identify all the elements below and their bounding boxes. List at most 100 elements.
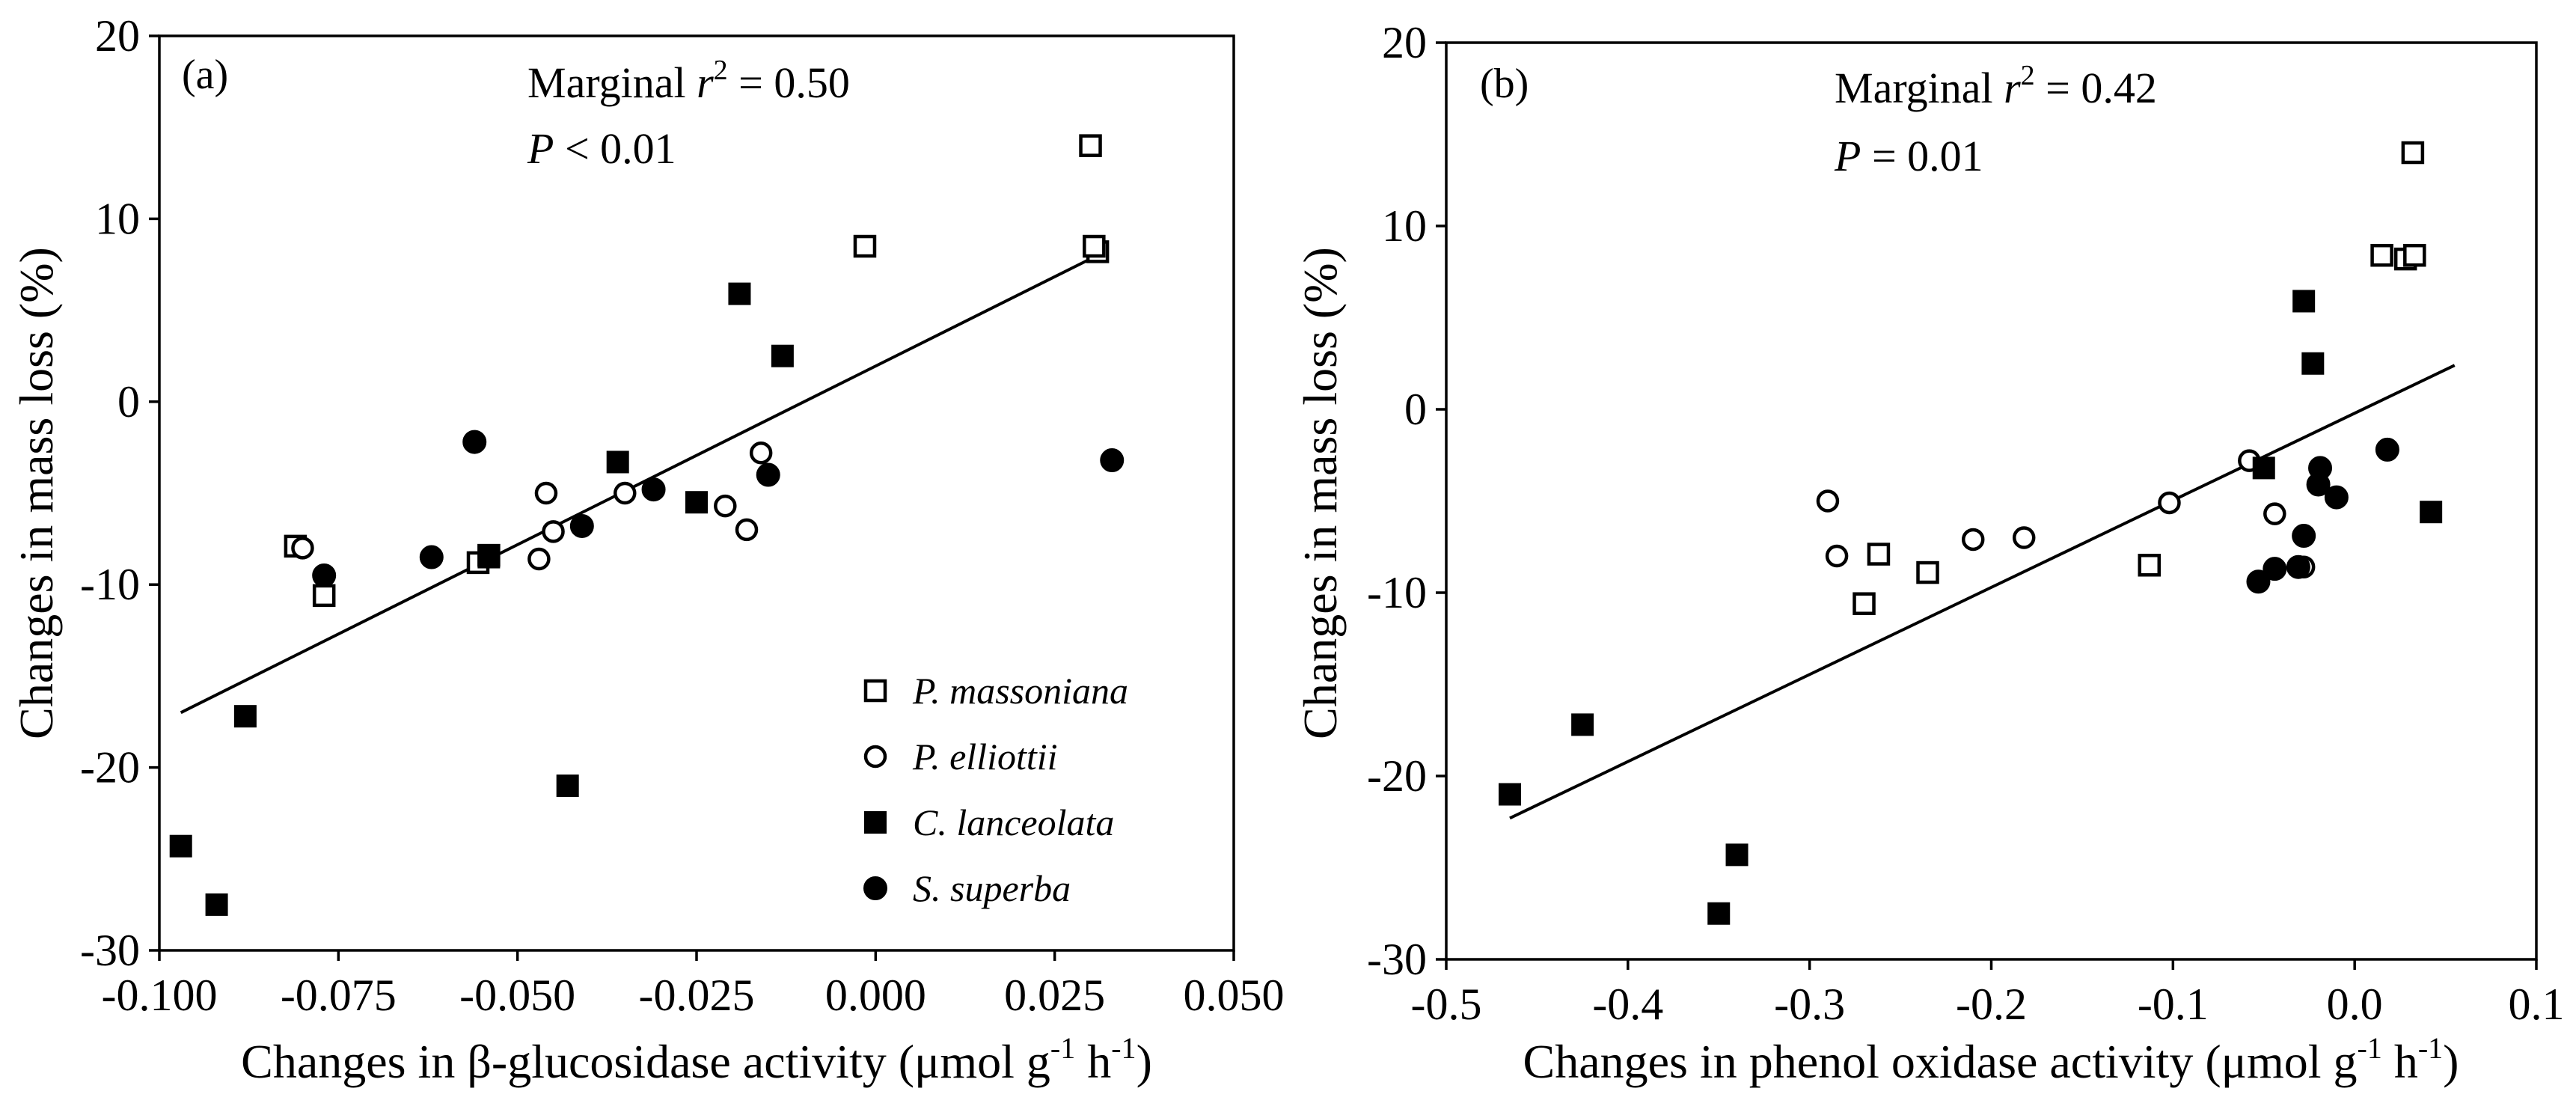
data-point	[169, 834, 192, 858]
data-point	[312, 563, 337, 587]
data-point	[1853, 592, 1876, 615]
data-point	[205, 893, 228, 916]
data-point	[569, 513, 594, 538]
data-point	[714, 494, 737, 518]
data-point	[1725, 843, 1749, 867]
y-tick-label: -20	[80, 743, 140, 792]
series-p-elliottii	[291, 441, 773, 571]
data-point	[1816, 489, 1840, 513]
data-point	[2292, 290, 2316, 313]
data-point	[2246, 569, 2271, 594]
marginal-r2-annotation: Marginal r2 = 0.42	[1835, 60, 2157, 112]
data-point	[2292, 524, 2316, 549]
y-tick-label: 10	[1382, 201, 1427, 251]
data-point	[2306, 472, 2331, 497]
data-point	[2263, 502, 2286, 525]
x-tick-label: 0.025	[1004, 971, 1105, 1020]
legend-label: P. massoniana	[912, 670, 1128, 712]
x-tick-label: 0.050	[1184, 971, 1285, 1020]
data-point	[641, 477, 666, 502]
data-point	[291, 537, 314, 560]
p-value-annotation: P < 0.01	[527, 124, 676, 173]
x-tick-label: -0.4	[1592, 980, 1663, 1029]
y-tick-label: 10	[95, 194, 140, 243]
y-tick-label: 0	[1404, 385, 1427, 434]
y-tick-label: -30	[1367, 935, 1427, 984]
data-point	[2263, 557, 2287, 581]
panel-label: (b)	[1480, 61, 1529, 107]
x-tick-label: -0.050	[459, 971, 575, 1020]
x-axis-title: Changes in β-glucosidase activity (μmol …	[241, 1031, 1152, 1088]
regression-line	[1509, 364, 2456, 820]
series-c-lanceolata	[1498, 290, 2443, 925]
legend-marker	[864, 811, 887, 834]
data-point	[2158, 491, 2181, 515]
y-tick-label: 20	[95, 11, 140, 61]
x-tick-label: -0.5	[1411, 980, 1482, 1029]
data-point	[756, 462, 780, 487]
data-point	[477, 546, 501, 569]
data-point	[735, 518, 759, 542]
data-point	[853, 234, 877, 258]
data-point	[1825, 544, 1849, 568]
data-point	[2012, 526, 2036, 549]
data-point	[1083, 234, 1106, 258]
y-tick-label: -10	[1367, 568, 1427, 617]
data-point	[685, 491, 708, 514]
data-point	[1961, 528, 1985, 552]
marginal-r2-annotation: Marginal r2 = 0.50	[527, 55, 850, 107]
data-point	[1707, 902, 1731, 925]
panel-b: -0.5 -0.4 -0.3 -0.2 -0.1 0.0 0.1 -30 -20 -10 0 10 20…	[1294, 18, 2565, 1088]
data-point	[556, 775, 579, 798]
data-point	[233, 705, 257, 728]
data-point	[2401, 141, 2425, 165]
data-point	[2375, 437, 2399, 462]
data-point	[2301, 352, 2325, 375]
data-point	[462, 430, 487, 454]
data-point	[419, 545, 444, 569]
x-tick-label: -0.025	[639, 971, 755, 1020]
data-point	[749, 441, 773, 465]
data-point	[771, 344, 794, 367]
data-point	[527, 547, 551, 571]
legend-marker	[863, 876, 887, 900]
data-point	[1571, 713, 1594, 736]
data-point	[1916, 560, 1939, 584]
panel-label: (a)	[182, 52, 228, 98]
data-point	[2420, 501, 2443, 524]
series-s-superba	[2246, 437, 2399, 594]
data-point	[534, 481, 558, 505]
data-point	[1100, 448, 1125, 473]
y-tick-label: 0	[117, 377, 140, 427]
data-point	[728, 282, 751, 305]
series-c-lanceolata	[169, 282, 794, 916]
y-tick-label: 20	[1382, 18, 1427, 67]
series-p-massoniana	[1853, 141, 2426, 615]
x-tick-label: -0.100	[102, 971, 218, 1020]
legend-label: C. lanceolata	[913, 801, 1114, 843]
plot-frame	[1445, 41, 2538, 961]
data-point	[1498, 783, 1521, 806]
panel-a: -0.100 -0.075 -0.050 -0.025 0.000 0.025 0.050 -…	[10, 11, 1285, 1088]
legend: P. massoniana P. elliottii C. lanceolata S.…	[863, 670, 1128, 909]
x-tick-label: -0.2	[1956, 980, 2027, 1029]
data-point	[2324, 485, 2349, 510]
data-point	[1079, 134, 1102, 157]
x-tick-label: -0.075	[281, 971, 397, 1020]
data-point	[1867, 543, 1891, 566]
data-point	[312, 584, 336, 608]
x-tick-label: 0.000	[825, 971, 926, 1020]
y-tick-label: -30	[80, 926, 140, 975]
data-point	[606, 450, 629, 474]
data-point	[2252, 456, 2275, 480]
legend-marker	[863, 745, 887, 769]
y-axis-title: Changes in mass loss (%)	[10, 247, 63, 739]
x-tick-label: -0.1	[2138, 980, 2209, 1029]
y-tick-label: -20	[1367, 751, 1427, 801]
x-tick-label: 0.0	[2327, 980, 2383, 1029]
y-tick-label: -10	[80, 560, 140, 609]
legend-label: P. elliottii	[912, 736, 1058, 778]
data-point	[2403, 243, 2426, 267]
p-value-annotation: P = 0.01	[1834, 132, 1983, 180]
